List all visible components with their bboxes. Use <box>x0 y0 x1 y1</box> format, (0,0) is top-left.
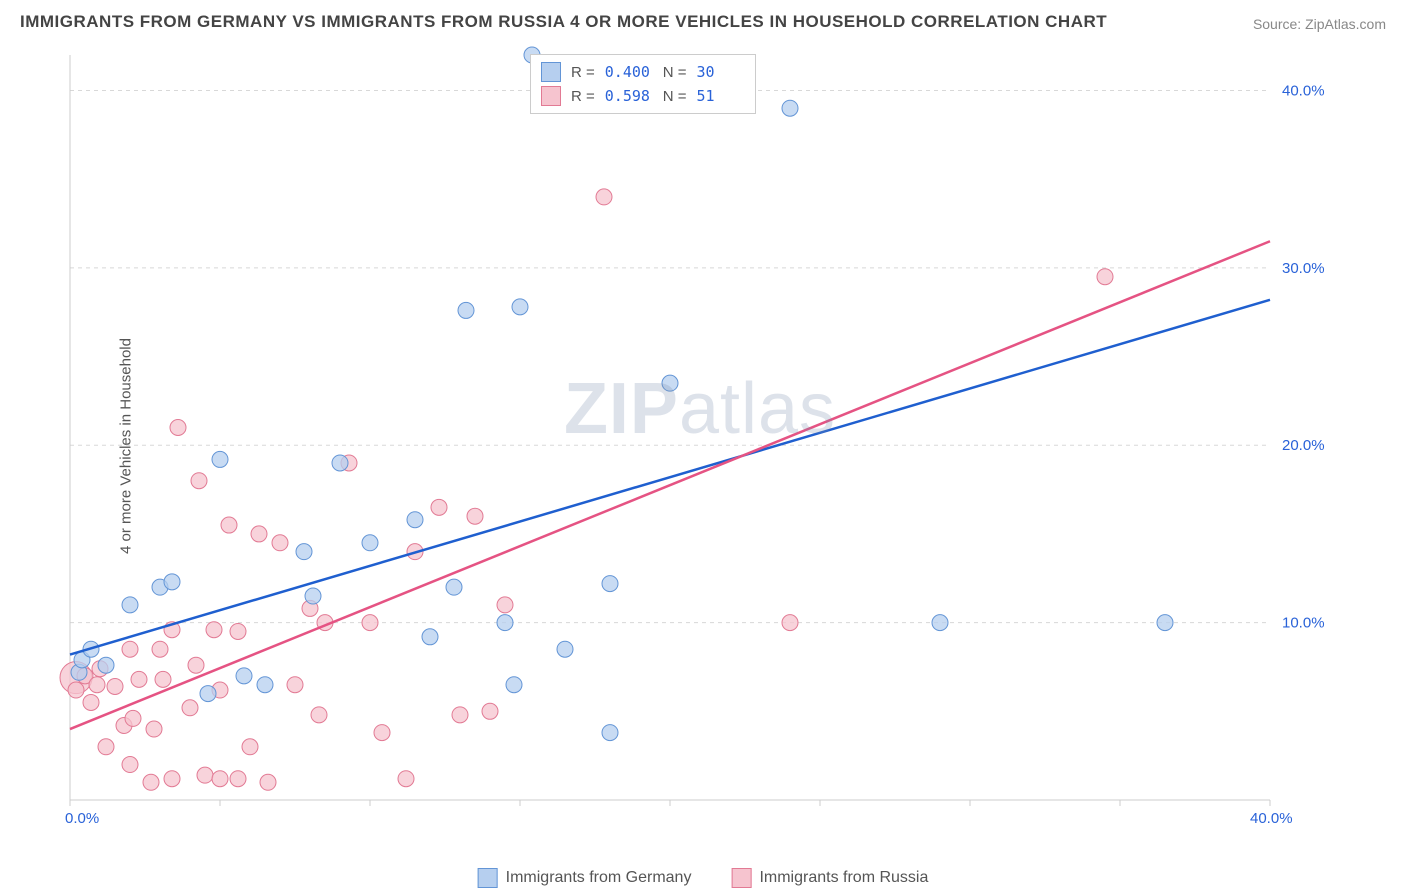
legend-swatch <box>541 86 561 106</box>
correlation-legend: R =0.400N =30R =0.598N =51 <box>530 54 756 114</box>
legend-item: Immigrants from Russia <box>731 868 928 888</box>
chart-title: IMMIGRANTS FROM GERMANY VS IMMIGRANTS FR… <box>20 12 1107 32</box>
legend-item: Immigrants from Germany <box>478 868 692 888</box>
svg-text:10.0%: 10.0% <box>1282 615 1325 632</box>
x-axis-max-label: 40.0% <box>1250 810 1293 827</box>
legend-row: R =0.400N =30 <box>541 60 745 84</box>
chart-container: IMMIGRANTS FROM GERMANY VS IMMIGRANTS FR… <box>0 0 1406 892</box>
legend-swatch <box>541 62 561 82</box>
x-axis-min-label: 0.0% <box>65 810 99 827</box>
svg-text:40.0%: 40.0% <box>1282 82 1325 99</box>
source-label: Source: ZipAtlas.com <box>1253 16 1386 32</box>
legend-label: Immigrants from Germany <box>506 869 692 887</box>
legend-label: Immigrants from Russia <box>759 869 928 887</box>
svg-text:20.0%: 20.0% <box>1282 437 1325 454</box>
legend-row: R =0.598N =51 <box>541 84 745 108</box>
svg-text:30.0%: 30.0% <box>1282 260 1325 277</box>
series-legend: Immigrants from Germany Immigrants from R… <box>478 868 929 888</box>
legend-swatch <box>731 868 751 888</box>
legend-swatch <box>478 868 498 888</box>
scatter-chart: 10.0% 20.0% 30.0% 40.0% <box>60 50 1340 830</box>
plot-area: 10.0%20.0%30.0%40.0% ZIPatlas <box>60 50 1340 830</box>
